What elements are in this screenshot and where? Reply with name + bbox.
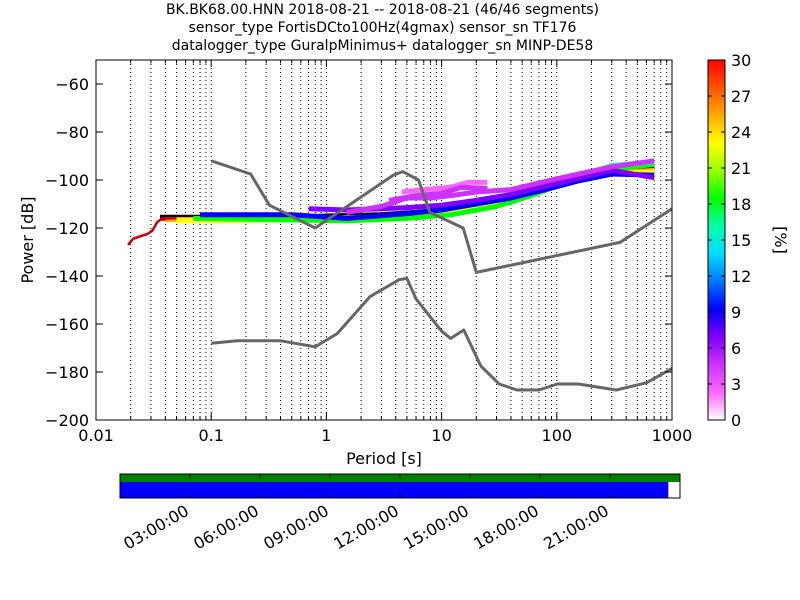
timeline-tick-label: 03:00:00: [120, 501, 192, 553]
x-tick-label: 0.1: [198, 426, 223, 445]
colorbar-tick-label: 24: [731, 123, 751, 142]
y-tick-label: −160: [45, 315, 89, 334]
colorbar-tick-label: 12: [731, 267, 751, 286]
colorbar: 0 3 6 9 12 15 18 21 24 27 30: [707, 51, 751, 430]
colorbar-tick-label: 30: [731, 51, 751, 70]
y-tick-label: −120: [45, 219, 89, 238]
y-axis-label: Power [dB]: [18, 196, 37, 283]
timeline-tick-label: 18:00:00: [470, 501, 542, 553]
timeline-tick-label: 15:00:00: [400, 501, 472, 553]
x-tick-label: 100: [542, 426, 573, 445]
chart-title-line-1: BK.BK68.00.HNN 2018-08-21 -- 2018-08-21 …: [165, 2, 600, 18]
y-tick-label: −60: [55, 75, 89, 94]
y-tick-label: −180: [45, 363, 89, 382]
x-tick-label: 1: [321, 426, 331, 445]
psd-low-end: [127, 217, 177, 246]
x-tick-label: 1000: [652, 426, 693, 445]
colorbar-tick-label: 9: [731, 303, 741, 322]
psd-coverage-bar: [120, 482, 669, 498]
colorbar-tick-label: 18: [731, 195, 751, 214]
y-tick-label: −100: [45, 171, 89, 190]
x-axis-label: Period [s]: [346, 449, 422, 468]
data-coverage-timeline: 03:00:0006:00:0009:00:0012:00:0015:00:00…: [119, 473, 681, 553]
chart-title-line-2: sensor_type FortisDCto100Hz(4gmax) senso…: [188, 20, 577, 36]
psd-band: [346, 158, 655, 215]
colorbar-tick-label: 6: [731, 339, 741, 358]
psd-band: [200, 171, 655, 221]
psd-band: [388, 184, 488, 203]
colorbar-tick-label: 15: [731, 231, 751, 250]
y-tick-label: −80: [55, 123, 89, 142]
y-tick-label: −200: [45, 411, 89, 430]
noise-models: [210, 159, 672, 392]
colorbar-tick-label: 21: [731, 159, 751, 178]
high-noise-model: [210, 159, 672, 274]
psd-histogram: [127, 158, 655, 246]
y-tick-label: −140: [45, 267, 89, 286]
colorbar-tick-label: 0: [731, 411, 741, 430]
timeline-tick-label: 09:00:00: [260, 501, 332, 553]
timeline-tick-label: 21:00:00: [540, 501, 612, 553]
grid: [130, 60, 668, 420]
timeline-tick-label: 12:00:00: [330, 501, 402, 553]
colorbar-tick-label: 27: [731, 87, 751, 106]
colorbar-label: [%]: [771, 226, 790, 254]
timeline-tick-label: 06:00:00: [190, 501, 262, 553]
low-noise-model: [211, 276, 672, 392]
chart-title-line-3: datalogger_type GuralpMinimus+ datalogge…: [171, 38, 594, 54]
x-tick-label: 0.01: [78, 426, 114, 445]
plot-frame: [95, 59, 673, 421]
axis-ticks: 0.01 0.1 1 10 100 1000 −60 −80 −100 −120 −140 −160 −…: [45, 60, 692, 445]
x-tick-label: 10: [431, 426, 451, 445]
psd-band: [401, 179, 488, 195]
colorbar-tick-label: 3: [731, 375, 741, 394]
